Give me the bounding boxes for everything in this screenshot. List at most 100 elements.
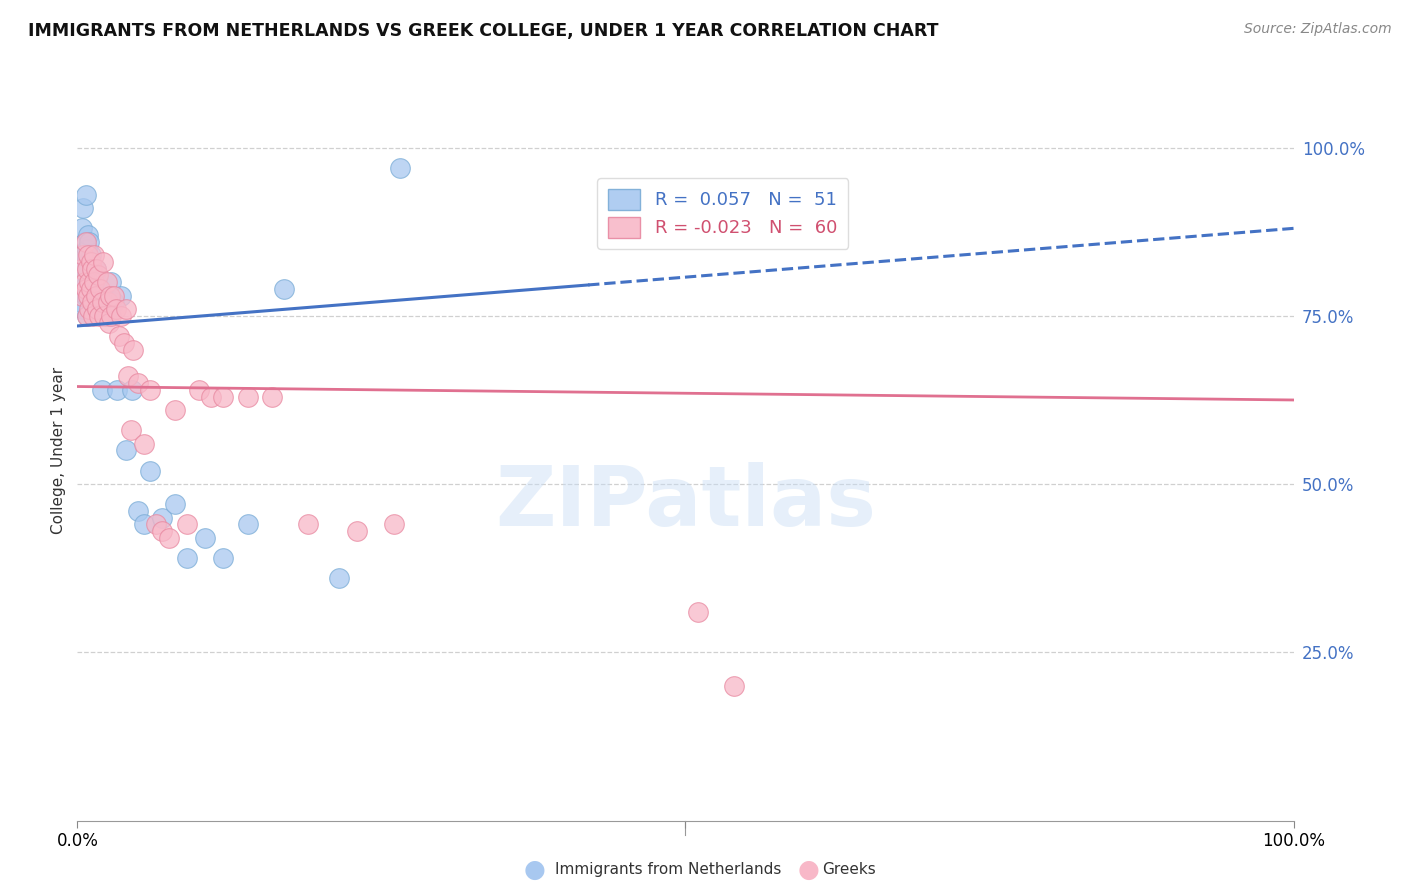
Point xyxy=(139,383,162,397)
Point xyxy=(188,383,211,397)
Point xyxy=(79,302,101,317)
Point xyxy=(82,282,104,296)
Text: Source: ZipAtlas.com: Source: ZipAtlas.com xyxy=(1244,22,1392,37)
Point xyxy=(86,302,108,317)
Point xyxy=(382,517,405,532)
Point xyxy=(212,390,235,404)
Point xyxy=(273,282,295,296)
Point xyxy=(75,248,97,262)
Point xyxy=(103,288,125,302)
Point xyxy=(77,228,100,243)
Point xyxy=(97,309,120,323)
Point xyxy=(75,288,97,302)
Point xyxy=(87,268,110,283)
Point xyxy=(72,248,94,262)
Point xyxy=(77,248,100,262)
Point xyxy=(134,517,156,532)
Text: Immigrants from Netherlands: Immigrants from Netherlands xyxy=(555,863,782,877)
Text: IMMIGRANTS FROM NETHERLANDS VS GREEK COLLEGE, UNDER 1 YEAR CORRELATION CHART: IMMIGRANTS FROM NETHERLANDS VS GREEK COL… xyxy=(28,22,939,40)
Point xyxy=(194,531,217,545)
Point xyxy=(110,309,132,323)
Point xyxy=(73,275,96,289)
Point xyxy=(72,255,94,269)
Point xyxy=(91,255,114,269)
Point xyxy=(117,369,139,384)
Point xyxy=(93,295,115,310)
Point xyxy=(236,517,259,532)
Point xyxy=(83,248,105,262)
Point xyxy=(70,282,93,296)
Point xyxy=(100,309,122,323)
Point xyxy=(388,161,411,175)
Point xyxy=(163,497,186,511)
Point xyxy=(76,242,98,256)
Point xyxy=(82,309,104,323)
Point xyxy=(80,261,103,276)
Point xyxy=(80,261,103,276)
Point xyxy=(70,261,93,276)
Point xyxy=(103,295,125,310)
Point xyxy=(93,309,115,323)
Point xyxy=(86,275,108,289)
Point xyxy=(346,524,368,539)
Point xyxy=(80,275,103,289)
Point xyxy=(89,282,111,296)
Point xyxy=(176,551,198,566)
Point xyxy=(236,390,259,404)
Point xyxy=(70,261,93,276)
Point xyxy=(107,383,129,397)
Point xyxy=(80,255,103,269)
Point xyxy=(120,423,142,437)
Point xyxy=(73,275,96,289)
Point xyxy=(200,390,222,404)
Point xyxy=(80,295,103,310)
Point xyxy=(157,531,180,545)
Point xyxy=(77,288,100,302)
Point xyxy=(76,309,98,323)
Point xyxy=(115,302,138,317)
Point xyxy=(80,295,103,310)
Point xyxy=(75,187,97,202)
Point xyxy=(152,524,174,539)
Point xyxy=(79,288,101,302)
Point xyxy=(79,235,101,249)
Point xyxy=(72,302,94,317)
Point xyxy=(97,295,120,310)
Point xyxy=(127,504,149,518)
Point xyxy=(72,201,94,215)
Point xyxy=(110,288,132,302)
Point xyxy=(97,316,120,330)
Legend: R =  0.057   N =  51, R = -0.023   N =  60: R = 0.057 N = 51, R = -0.023 N = 60 xyxy=(598,178,848,249)
Point xyxy=(83,275,105,289)
Point xyxy=(84,261,107,276)
Point xyxy=(70,288,93,302)
Point xyxy=(79,275,101,289)
Point xyxy=(83,295,105,310)
Point xyxy=(76,309,98,323)
Point xyxy=(84,288,107,302)
Point xyxy=(77,255,100,269)
Point xyxy=(84,261,107,276)
Point xyxy=(80,282,103,296)
Point xyxy=(328,571,350,585)
Point xyxy=(89,309,111,323)
Text: ZIPatlas: ZIPatlas xyxy=(495,462,876,543)
Point xyxy=(122,343,145,357)
Point xyxy=(76,268,98,283)
Point xyxy=(80,248,103,262)
Text: Greeks: Greeks xyxy=(823,863,876,877)
Point xyxy=(139,464,162,478)
Point xyxy=(260,390,283,404)
Point xyxy=(127,376,149,391)
Point xyxy=(686,605,709,619)
Point xyxy=(145,517,167,532)
Point xyxy=(112,335,135,350)
Point xyxy=(75,235,97,249)
Point xyxy=(121,383,143,397)
Text: ●: ● xyxy=(797,858,820,881)
Point xyxy=(90,383,112,397)
Point xyxy=(107,329,129,343)
Point xyxy=(134,436,156,450)
Point xyxy=(75,282,97,296)
Point xyxy=(89,288,111,302)
